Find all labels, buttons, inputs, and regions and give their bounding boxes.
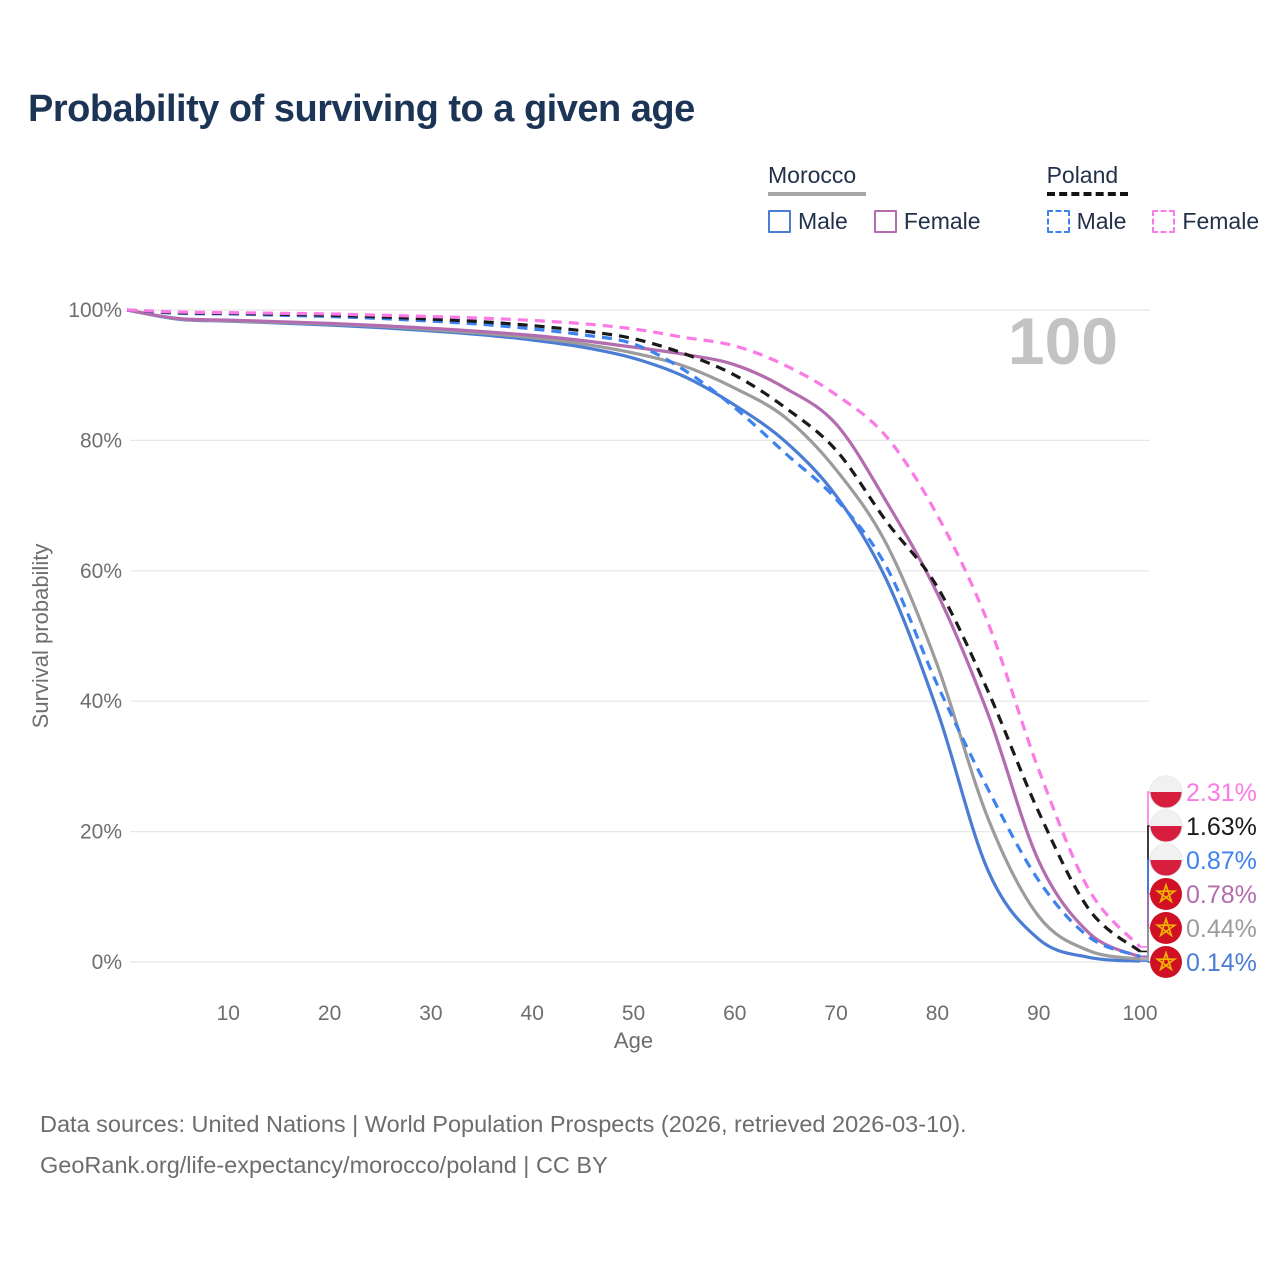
- series-line-morocco-both: [126, 308, 1141, 961]
- morocco-flag-icon: [1150, 946, 1182, 978]
- series-line-poland-female: [126, 308, 1142, 948]
- y-tick-label: 100%: [68, 299, 122, 322]
- series-curves: [126, 308, 1142, 963]
- series-line-morocco-female: [126, 308, 1141, 959]
- legend-label-morocco-female: Female: [903, 208, 981, 234]
- leader-line: [1140, 927, 1150, 960]
- x-tick-label: 90: [1027, 1002, 1050, 1025]
- series-line-poland-both: [126, 308, 1142, 953]
- legend-label-morocco-male: Male: [798, 208, 848, 234]
- x-tick-label: 50: [622, 1002, 645, 1025]
- y-tick-label: 80%: [80, 429, 122, 452]
- x-tick-label: 10: [217, 1002, 240, 1025]
- morocco-flag-icon: [1150, 912, 1182, 944]
- legend-items-poland: Male Female: [1046, 208, 1259, 235]
- legend-swatch-poland-female-icon: [1152, 210, 1176, 233]
- legend-item-poland-female[interactable]: Female: [1152, 208, 1259, 235]
- end-value-label: 0.14%: [1186, 949, 1257, 977]
- y-tick-label: 20%: [80, 821, 122, 844]
- legend: Morocco Male Female Poland Male: [768, 162, 1259, 235]
- y-tick-label: 0%: [92, 951, 122, 974]
- x-tick-label: 30: [419, 1002, 442, 1025]
- poland-flag-icon: [1149, 809, 1183, 843]
- end-value-label: 2.31%: [1186, 779, 1257, 807]
- x-tick-label: 80: [926, 1002, 949, 1025]
- source-line: Data sources: United Nations | World Pop…: [40, 1111, 967, 1137]
- end-value-label: 0.78%: [1186, 881, 1257, 909]
- series-line-morocco-male: [126, 308, 1141, 963]
- x-tick-label: 20: [318, 1002, 341, 1025]
- x-axis-title: Age: [614, 1028, 653, 1053]
- legend-items-morocco: Male Female: [768, 208, 981, 235]
- end-value-label: 0.87%: [1186, 847, 1257, 875]
- leader-line: [1140, 893, 1150, 958]
- source-link-line: GeoRank.org/life-expectancy/morocco/pola…: [40, 1152, 608, 1178]
- y-axis-title: Survival probability: [28, 544, 53, 729]
- end-value-label: 1.63%: [1186, 813, 1257, 841]
- legend-swatch-morocco-female-icon: [873, 210, 897, 233]
- y-tick-label: 60%: [80, 560, 122, 583]
- series-line-poland-male: [126, 308, 1141, 958]
- y-tick-label: 40%: [80, 690, 122, 713]
- legend-group-poland: Poland Male Female: [1046, 162, 1259, 235]
- legend-label-poland-male: Male: [1076, 208, 1127, 234]
- morocco-flag-icon: [1150, 878, 1182, 910]
- leader-line: [1140, 960, 1150, 963]
- legend-item-morocco-female[interactable]: Female: [873, 208, 981, 235]
- end-value-label: 0.44%: [1186, 915, 1257, 943]
- hover-age-watermark: 100: [1008, 304, 1118, 378]
- x-tick-label: 100: [1122, 1002, 1157, 1025]
- legend-swatch-morocco-male-icon: [768, 210, 791, 233]
- poland-flag-icon: [1149, 775, 1183, 809]
- gridlines: 0% 20% 40% 60% 80% 100%: [68, 299, 1150, 974]
- x-tick-label: 40: [521, 1002, 544, 1025]
- page-title: Probability of surviving to a given age: [28, 88, 695, 130]
- legend-item-morocco-male[interactable]: Male: [768, 208, 848, 235]
- end-value-labels: 2.31% 1.63% 0.87% 0.78% 0.44% 0.14%: [1140, 775, 1257, 978]
- x-axis: 10 20 30 40 50 60 70 80 90 100 Age: [217, 1002, 1158, 1053]
- legend-swatch-poland-male-icon: [1046, 210, 1070, 233]
- data-sources: Data sources: United Nations | World Pop…: [40, 1104, 967, 1186]
- legend-label-poland-female: Female: [1182, 208, 1260, 234]
- legend-item-poland-male[interactable]: Male: [1046, 208, 1127, 235]
- legend-country-morocco[interactable]: Morocco: [768, 162, 867, 196]
- poland-flag-icon: [1149, 843, 1183, 877]
- x-tick-label: 60: [723, 1002, 746, 1025]
- legend-group-morocco: Morocco Male Female: [768, 162, 981, 235]
- x-tick-label: 70: [824, 1002, 847, 1025]
- legend-country-poland[interactable]: Poland: [1046, 162, 1129, 196]
